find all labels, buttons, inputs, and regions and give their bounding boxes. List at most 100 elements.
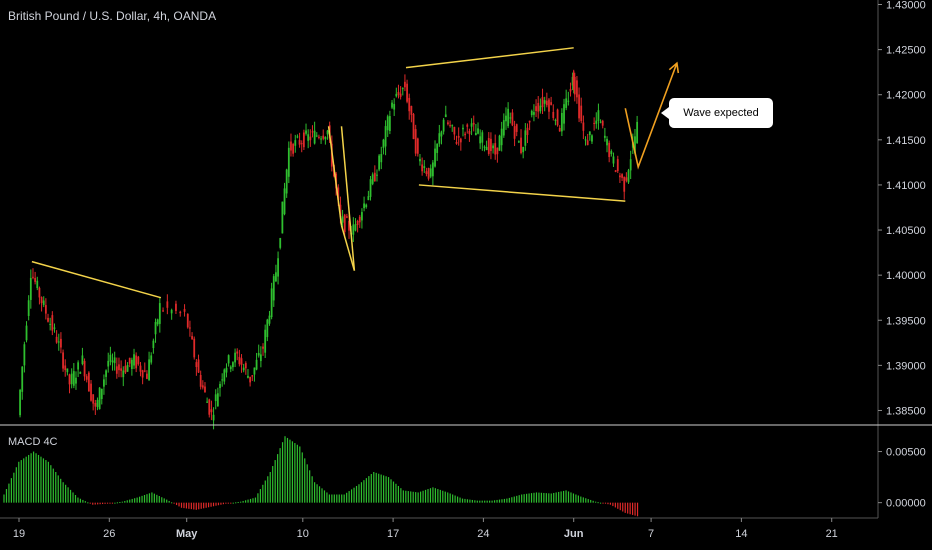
candle-down [85,376,88,380]
date-tick-label: 14 [735,528,747,540]
macd-bar [550,493,552,503]
candle-up [369,179,372,197]
trendline [340,126,356,271]
candle-up [266,319,269,338]
candle-up [376,174,378,176]
macd-bar [274,460,276,503]
macd-bar [503,498,506,503]
macd-bar [259,489,261,503]
macd-bar [496,499,498,503]
wave-expected-callout: Wave expected [661,98,773,128]
date-tick-label: Jun [564,528,584,540]
candle-down [322,135,325,139]
candle-up [485,146,488,151]
macd-bar [607,502,609,505]
macd-bar [538,492,540,503]
candle-down [449,125,451,127]
macd-bar [595,501,597,503]
trendline [340,225,356,271]
candle-down [593,122,596,124]
candle-up [79,372,82,374]
macd-bar [444,491,446,503]
candle-down [619,175,621,178]
candle-down [616,159,619,172]
macd-bar [565,490,567,503]
candle-down [318,136,320,138]
price-tick-label: 1.40000 [886,270,926,282]
macd-bar [50,465,52,503]
macd-bar [232,502,234,504]
candle-up [395,93,398,97]
macd-bar [18,461,20,503]
macd-bar [57,475,59,503]
candle-down [183,308,186,312]
candle-down [240,358,243,365]
macd-bar [35,453,37,503]
date-tick-label: 24 [477,528,489,540]
macd-bar [72,492,74,503]
macd-bar [459,497,461,503]
candle-down [425,171,428,175]
candle-up [272,276,275,301]
macd-bar [294,443,296,503]
macd-bar [602,502,604,504]
macd-bar [383,475,385,503]
candle-up [361,212,363,221]
macd-bar [158,496,160,503]
macd-bar [316,484,318,503]
macd-bar [311,476,313,503]
candle-up [533,112,535,115]
candle-up [49,323,52,325]
candle-up [352,224,355,235]
candle-up [567,100,570,102]
candle-down [38,287,41,298]
macd-bar [15,467,17,503]
macd-bar [493,500,496,503]
macd-bar [350,489,353,503]
candle-down [404,81,406,88]
macd-bar [116,502,118,504]
macd-bar [397,485,400,503]
candle-up [597,110,600,121]
candle-down [47,317,49,322]
candle-up [100,388,103,400]
macd-bar [506,498,508,503]
candle-down [459,138,462,143]
candle-down [490,138,492,152]
macd-bar [528,493,530,503]
candle-down [468,131,471,135]
candle-up [242,367,245,371]
macd-bar [420,491,422,503]
macd-bar [572,493,575,503]
candle-down [40,297,43,304]
date-tick-label: 17 [387,528,399,540]
macd-bar [489,500,491,503]
macd-bar [215,502,217,506]
candle-down [62,352,64,369]
macd-bar [597,502,599,504]
candle-down [608,142,611,158]
macd-bar [126,500,128,503]
macd-bar [242,500,244,503]
candle-down [90,383,92,401]
macd-bar [318,486,321,503]
candle-up [57,341,60,343]
candle-up [221,379,224,381]
macd-bar [65,484,67,503]
macd-bar [636,502,639,517]
candle-down [32,276,34,278]
macd-bar [114,502,116,504]
macd-bar [301,452,303,503]
candle-down [535,106,537,112]
macd-bar [427,489,429,503]
candle-down [576,80,578,98]
candle-up [382,139,385,148]
candle-down [262,346,264,349]
macd-bar [94,502,96,505]
macd-bar [121,501,123,503]
candle-down [302,132,305,148]
candle-down [526,127,529,135]
macd-bar [365,478,367,503]
